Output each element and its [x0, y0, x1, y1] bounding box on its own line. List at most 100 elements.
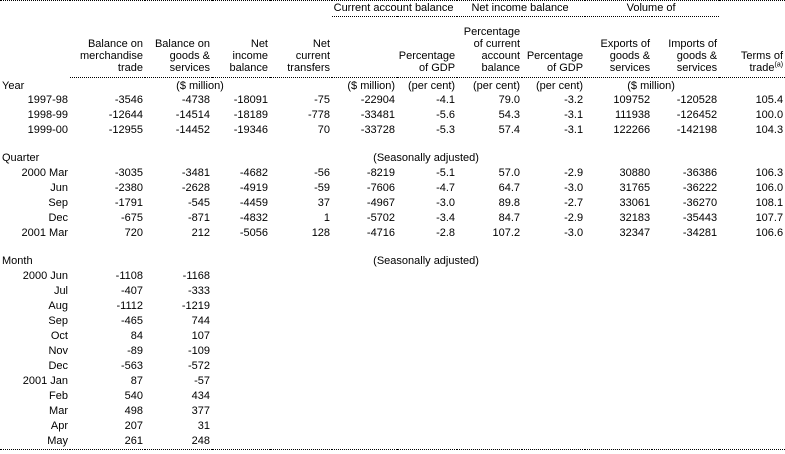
table-cell: -19346 [233, 123, 268, 136]
table-cell [212, 404, 270, 419]
table-cell: 105.4 [755, 93, 784, 106]
table-cell [212, 269, 270, 284]
table-cell [397, 344, 457, 359]
section-header-row: Quarter (Seasonally adjusted) [0, 138, 785, 166]
table-cell [652, 314, 719, 329]
table-row: Feb 540 434 [0, 389, 785, 404]
table-cell [457, 374, 522, 389]
row-label: 1997-98 [27, 93, 68, 106]
table-cell: 37 [317, 196, 331, 209]
row-label: May [47, 434, 68, 447]
table-row: Mar 498 377 [0, 404, 785, 419]
units-ca-million: ($ million) [347, 79, 396, 92]
units-ni-ca-percent: (per cent) [472, 79, 521, 92]
table-cell: -563 [120, 359, 143, 372]
col-header-net-income-balance: Net income balance [212, 16, 270, 78]
table-cell [585, 419, 652, 434]
table-cell [397, 314, 457, 329]
table-cell: -4682 [239, 166, 268, 179]
table-cell: -7606 [366, 181, 396, 194]
table-cell [652, 389, 719, 404]
table-cell [522, 329, 585, 344]
footnote-marker: (a) [774, 61, 784, 69]
table-cell [522, 284, 585, 299]
table-cell [270, 374, 332, 389]
table-cell: -126452 [676, 108, 718, 121]
row-label: Apr [50, 419, 68, 432]
table-cell [719, 299, 785, 314]
row-label: 2000 Mar [21, 166, 68, 179]
row-label: Nov [48, 344, 68, 357]
group-header-spacer [719, 1, 785, 17]
table-cell: 64.7 [498, 181, 521, 194]
table-cell: -33728 [360, 123, 396, 136]
table-cell: -4459 [239, 196, 268, 209]
table-cell: -35443 [682, 211, 718, 224]
table-cell: 89.8 [498, 196, 521, 209]
table-cell [457, 404, 522, 419]
table-cell [585, 314, 652, 329]
table-cell: -4919 [239, 181, 268, 194]
row-label: Sep [48, 196, 68, 209]
table-cell [270, 284, 332, 299]
table-cell: -4967 [366, 196, 396, 209]
row-label: 1999-00 [27, 123, 68, 136]
table-cell [457, 344, 522, 359]
table-cell: -2628 [181, 181, 210, 194]
col-header-exports-volume: Exports of goods & services [585, 16, 653, 78]
table-cell [719, 269, 785, 284]
table-cell: -5.3 [436, 123, 456, 136]
table-cell: 212 [191, 226, 210, 239]
table-cell: 128 [311, 226, 331, 239]
table-cell: -4.7 [436, 181, 456, 194]
table-cell: -572 [187, 359, 210, 372]
table-cell: 100.0 [755, 108, 784, 121]
table-row: Oct 84 107 [0, 329, 785, 344]
table-cell: -4738 [181, 93, 210, 106]
section-label: Month [2, 254, 33, 267]
seasonally-adjusted-note: (Seasonally adjusted) [373, 254, 479, 267]
row-label: 2001 Jan [22, 374, 68, 387]
table-cell [332, 284, 397, 299]
table-cell: -1168 [182, 269, 210, 282]
table-cell: -1112 [116, 299, 143, 312]
table-cell: -3.1 [564, 108, 584, 121]
table-cell: 70 [317, 123, 331, 136]
table-cell [652, 419, 719, 434]
table-cell [212, 314, 270, 329]
table-cell [719, 434, 785, 450]
row-label: Aug [48, 299, 68, 312]
table-cell: -3.0 [564, 226, 584, 239]
table-cell: -3.1 [564, 123, 584, 136]
table-cell: -5.1 [436, 166, 456, 179]
table-cell [332, 374, 397, 389]
table-cell [397, 404, 457, 419]
table-cell: 57.4 [498, 123, 521, 136]
table-cell [397, 269, 457, 284]
group-header-spacer [0, 1, 332, 17]
table-cell: -333 [187, 284, 210, 297]
col-header-empty [0, 17, 70, 78]
table-cell [457, 329, 522, 344]
table-cell [270, 344, 332, 359]
table-row: 2001 Jan 87 -57 [0, 374, 785, 389]
table-cell [652, 404, 719, 419]
table-cell: -56 [314, 166, 331, 179]
seasonally-adjusted-note: (Seasonally adjusted) [373, 151, 479, 164]
table-cell: -36386 [682, 166, 718, 179]
table-cell [522, 434, 585, 450]
table-cell: -33481 [360, 108, 396, 121]
table-cell [457, 299, 522, 314]
units-row: Year ($ million) ($ million) (per cent) … [0, 78, 785, 93]
table-cell [522, 299, 585, 314]
table-cell [522, 359, 585, 374]
row-label: 1998-99 [27, 108, 68, 121]
table-row: Dec -563 -572 [0, 359, 785, 374]
table-cell: 84 [130, 329, 143, 342]
table-row: 2000 Jun -1108 -1168 [0, 269, 785, 284]
table-cell [397, 284, 457, 299]
table-cell: 79.0 [498, 93, 521, 106]
table-cell [270, 434, 332, 450]
table-cell [585, 344, 652, 359]
terms-of-trade-label: Terms of trade [740, 50, 784, 74]
